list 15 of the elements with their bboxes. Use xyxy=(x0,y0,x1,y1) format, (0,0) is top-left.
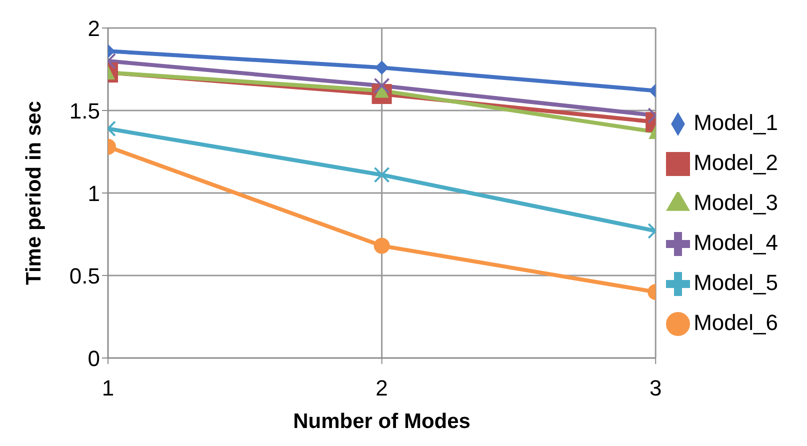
y-tick-label: 1 xyxy=(88,180,100,206)
legend-label: Model_4 xyxy=(694,230,778,255)
y-axis-title: Time period in sec xyxy=(22,100,46,286)
y-tick-label: 0 xyxy=(88,346,100,371)
x-tick-label: 3 xyxy=(649,376,662,401)
legend-label: Model_2 xyxy=(694,150,778,175)
y-tick-label: 1.5 xyxy=(69,98,100,124)
legend-label: Model_1 xyxy=(694,110,778,135)
x-tick-label: 2 xyxy=(376,376,388,401)
legend-label: Model_3 xyxy=(694,190,778,215)
x-axis-title: Number of Modes xyxy=(293,410,470,433)
y-tick-label: 2 xyxy=(88,16,100,41)
legend-label: Model_5 xyxy=(694,270,778,295)
y-tick-label: 0.5 xyxy=(69,263,100,288)
legend-label: Model_6 xyxy=(694,310,778,335)
